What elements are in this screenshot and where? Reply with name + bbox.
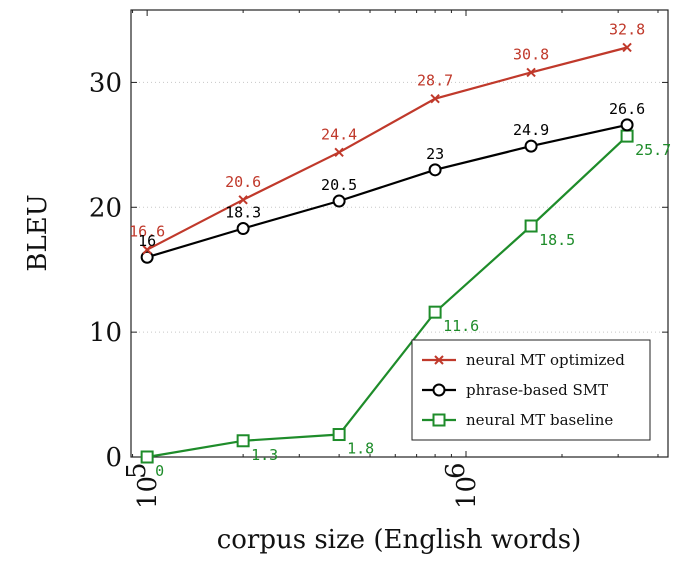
data-point-circle-marker bbox=[620, 118, 634, 132]
data-point-square-marker bbox=[524, 219, 538, 233]
data-point-x-marker bbox=[622, 42, 632, 53]
data-label: 0 bbox=[155, 462, 164, 480]
data-point-circle-marker bbox=[140, 250, 154, 264]
legend-entry: phrase-based SMT bbox=[422, 381, 608, 399]
data-point-x-marker bbox=[434, 355, 444, 365]
legend: neural MT optimized phrase-based SMT neura… bbox=[411, 339, 651, 441]
marker-stroke bbox=[238, 195, 248, 205]
data-point-circle-marker bbox=[428, 163, 442, 177]
marker-stroke bbox=[622, 42, 632, 53]
data-point-x-marker bbox=[238, 195, 248, 205]
legend-entry: neural MT optimized bbox=[422, 351, 625, 369]
x-tick-label: 105 bbox=[122, 462, 163, 509]
series-line bbox=[146, 46, 628, 251]
series-line bbox=[146, 135, 628, 459]
y-tick-label: 30 bbox=[89, 68, 122, 98]
data-point-square-marker bbox=[428, 305, 442, 319]
legend-label: neural MT optimized bbox=[466, 351, 625, 369]
series-layer bbox=[140, 42, 634, 464]
x-tick-base: 10 bbox=[133, 476, 163, 509]
marker-stroke bbox=[430, 93, 440, 104]
data-point-x-marker bbox=[430, 93, 440, 104]
data-point-circle-marker bbox=[524, 139, 538, 153]
marker-stroke bbox=[142, 245, 152, 255]
data-point-circle-marker bbox=[332, 194, 346, 208]
grid bbox=[131, 81, 668, 333]
legend-label: neural MT baseline bbox=[466, 411, 613, 429]
data-point-square-marker bbox=[140, 450, 154, 464]
y-tick-label: 20 bbox=[89, 193, 122, 223]
data-point-square-marker bbox=[432, 413, 446, 427]
data-label: 1.3 bbox=[251, 446, 278, 464]
data-label: 28.7 bbox=[417, 72, 453, 90]
legend-entry: neural MT baseline bbox=[422, 411, 613, 429]
x-tick-base: 10 bbox=[452, 476, 482, 509]
series-phrase-based-smt bbox=[140, 118, 634, 264]
data-point-x-marker bbox=[334, 147, 344, 158]
data-label: 24.9 bbox=[513, 121, 549, 139]
data-label: 1.8 bbox=[347, 440, 374, 458]
data-label: 16 bbox=[138, 232, 156, 250]
data-point-circle-marker bbox=[236, 222, 250, 236]
data-point-square-marker bbox=[332, 428, 346, 442]
data-label: 26.6 bbox=[609, 100, 645, 118]
data-label: 25.7 bbox=[635, 141, 671, 159]
x-tick-exponent: 6 bbox=[441, 462, 471, 479]
data-label: 30.8 bbox=[513, 45, 549, 63]
marker-stroke bbox=[334, 147, 344, 158]
series-neural-mt-baseline bbox=[140, 129, 634, 464]
legend-label: phrase-based SMT bbox=[466, 381, 608, 399]
plot-frame bbox=[130, 9, 669, 458]
data-point-square-marker bbox=[620, 129, 634, 143]
y-axis-title: BLEU bbox=[23, 194, 53, 271]
data-labels: 16.6 20.6 24.4 28.7 30.8 32.8 16 18.3 20.5 23 24.9… bbox=[129, 20, 671, 480]
data-label: 20.6 bbox=[225, 173, 261, 191]
data-label: 32.8 bbox=[609, 20, 645, 38]
data-label: 16.6 bbox=[129, 223, 165, 241]
data-label: 24.4 bbox=[321, 125, 357, 143]
x-tick-label: 106 bbox=[441, 462, 482, 509]
y-tick-label: 10 bbox=[89, 318, 122, 348]
series-line bbox=[146, 123, 628, 259]
data-label: 20.5 bbox=[321, 176, 357, 194]
data-point-square-marker bbox=[236, 434, 250, 448]
series-neural-mt-optimized bbox=[142, 42, 632, 255]
data-point-circle-marker bbox=[432, 383, 446, 397]
y-tick-label: 0 bbox=[105, 443, 122, 473]
data-label: 23 bbox=[426, 145, 444, 163]
data-label: 11.6 bbox=[443, 317, 479, 335]
data-point-x-marker bbox=[142, 245, 152, 255]
marker-stroke bbox=[526, 67, 536, 78]
x-axis-title: corpus size (English words) bbox=[217, 525, 582, 555]
data-point-x-marker bbox=[526, 67, 536, 78]
data-label: 18.3 bbox=[225, 204, 261, 222]
x-tick-exponent: 5 bbox=[122, 462, 152, 479]
marker-stroke bbox=[434, 355, 444, 365]
data-label: 18.5 bbox=[539, 231, 575, 249]
